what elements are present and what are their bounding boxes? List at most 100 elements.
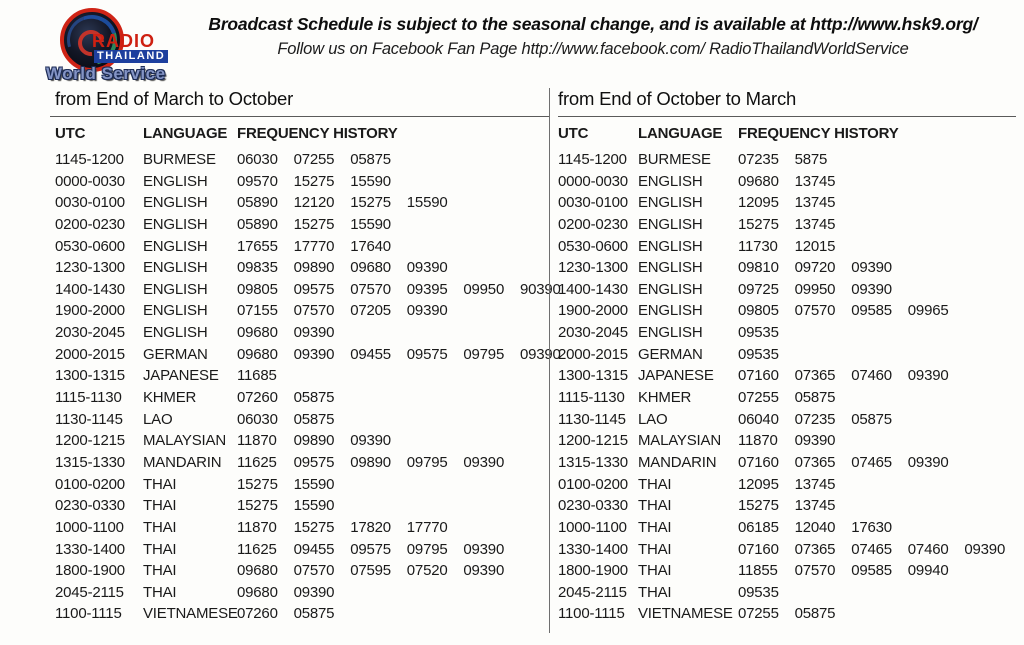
frequency-cell: 09535 [738, 345, 779, 363]
table-row: 2045-2115 THAI 09680 09390 [55, 582, 549, 604]
frequency-cell: 07365 [794, 367, 836, 385]
frequency-cell: 05875 [794, 389, 836, 407]
frequency-cell: 05875 [293, 389, 335, 407]
frequency-cell: 09390 [293, 324, 335, 342]
table-row: 1115-1130 KHMER 07255 05875 [558, 387, 1024, 409]
frequency-cell: 09390 [851, 259, 892, 277]
frequency-cell: 09455 [350, 345, 391, 363]
table-row: 0030-0100 ENGLISH 05890 12120 15275 15590 [55, 192, 549, 214]
table-row: 1330-1400 THAI 11625 09455 09575 09795 09390 [55, 539, 549, 561]
utc-cell: 1000-1100 [55, 518, 124, 536]
utc-cell: 1230-1300 [558, 259, 628, 277]
utc-cell: 1000-1100 [558, 518, 627, 536]
schedule-october-to-march: from End of October to March UTC LANGUAG… [549, 88, 1024, 633]
frequency-cell: 17820 [350, 518, 391, 536]
utc-cell: 1800-1900 [55, 562, 125, 580]
frequency-cell: 09890 [293, 259, 335, 277]
frequency-cell: 09390 [406, 259, 448, 277]
table-row: 2000-2015 GERMAN 09535 [558, 344, 1024, 366]
frequency-cell: 09390 [463, 540, 505, 558]
frequency-cell: 13745 [794, 194, 836, 212]
frequency-cell: 13745 [794, 497, 836, 515]
language-cell: GERMAN [638, 345, 703, 363]
column-header-language: LANGUAGE [143, 125, 228, 142]
table-row: 1145-1200 BURMESE 06030 07255 05875 [55, 149, 549, 171]
language-cell: THAI [143, 475, 177, 493]
frequency-cell: 11730 [738, 237, 778, 255]
language-cell: ENGLISH [143, 194, 208, 212]
frequency-cell: 11870 [738, 432, 778, 450]
table-row: 1330-1400 THAI 07160 07365 07465 07460 09390 [558, 539, 1024, 561]
frequency-cell: 15275 [738, 497, 779, 515]
utc-cell: 1145-1200 [558, 151, 627, 168]
table-row: 2030-2045 ENGLISH 09535 [558, 322, 1024, 344]
utc-cell: 1900-2000 [558, 302, 628, 320]
frequency-cell: 17770 [293, 237, 335, 255]
frequency-cell: 09390 [794, 432, 836, 450]
table-header-row: UTC LANGUAGE FREQUENCY HISTORY [55, 117, 549, 148]
frequency-cell: 09390 [463, 562, 505, 580]
frequency-cell: 09680 [237, 345, 278, 363]
frequency-cell: 15590 [406, 194, 448, 212]
frequency-cell: 09390 [293, 583, 335, 601]
utc-cell: 0530-0600 [558, 237, 628, 255]
language-cell: THAI [638, 562, 672, 580]
table-row: 0200-0230 ENGLISH 05890 15275 15590 [55, 214, 549, 236]
column-header-frequency-history: FREQUENCY HISTORY [738, 125, 899, 142]
frequency-cell: 07570 [794, 562, 836, 580]
frequency-cell: 09455 [293, 540, 335, 558]
frequency-cell: 06030 [237, 410, 278, 428]
season-title: from End of October to March [558, 88, 797, 109]
frequency-cell: 07235 [738, 151, 779, 168]
table-row: 1115-1130 KHMER 07260 05875 [55, 387, 549, 409]
table-body: 1145-1200 BURMESE 07235 5875 0000-0030 ENGLIS… [558, 149, 1024, 625]
frequency-cell: 15590 [350, 215, 391, 233]
frequency-cell: 17655 [237, 237, 278, 255]
facebook-line: Follow us on Facebook Fan Page http://ww… [277, 40, 909, 58]
utc-cell: 0100-0200 [55, 475, 125, 493]
frequency-cell: 09570 [237, 172, 278, 190]
language-cell: ENGLISH [638, 172, 703, 190]
frequency-cell: 12120 [293, 194, 335, 212]
column-header-utc: UTC [558, 125, 589, 142]
frequency-cell: 07155 [237, 302, 278, 320]
frequency-cell: 11855 [738, 562, 778, 580]
table-body: 1145-1200 BURMESE 06030 07255 05875 0000-0030… [55, 149, 561, 625]
frequency-cell: 06040 [738, 410, 779, 428]
frequency-cell: 12040 [794, 518, 836, 536]
table-row: 1230-1300 ENGLISH 09835 09890 09680 09390 [55, 257, 549, 279]
frequency-cell: 09585 [851, 562, 892, 580]
utc-cell: 2045-2115 [55, 583, 124, 601]
table-row: 1900-2000 ENGLISH 09805 07570 09585 09965 [558, 300, 1024, 322]
language-cell: ENGLISH [143, 324, 208, 342]
utc-cell: 1130-1145 [55, 410, 123, 428]
language-cell: VIETNAMESE [143, 605, 238, 623]
frequency-cell: 15275 [293, 172, 335, 190]
language-cell: MALAYSIAN [638, 432, 721, 450]
utc-cell: 2000-2015 [55, 345, 125, 363]
utc-cell: 0030-0100 [558, 194, 628, 212]
utc-cell: 1130-1145 [558, 410, 626, 428]
language-cell: THAI [638, 540, 672, 558]
utc-cell: 1400-1430 [55, 280, 125, 298]
utc-cell: 1300-1315 [558, 367, 628, 385]
frequency-cell: 09680 [237, 562, 278, 580]
column-header-language: LANGUAGE [638, 125, 723, 142]
logo-radio-text: RADIO [92, 31, 155, 51]
language-cell: MALAYSIAN [143, 432, 226, 450]
table-row: 1400-1430 ENGLISH 09725 09950 09390 [558, 279, 1024, 301]
frequency-cell: 13745 [794, 475, 836, 493]
table-row: 1200-1215 MALAYSIAN 11870 09890 09390 [55, 430, 549, 452]
table-row: 1800-1900 THAI 09680 07570 07595 07520 09390 [55, 560, 549, 582]
language-cell: BURMESE [638, 151, 711, 168]
frequency-cell: 17630 [851, 518, 892, 536]
table-row: 1100-1115 VIETNAMESE 07260 05875 [55, 603, 549, 625]
frequency-cell: 07520 [406, 562, 448, 580]
frequency-cell: 07365 [794, 453, 836, 471]
table-row: 1130-1145 LAO 06030 05875 [55, 409, 549, 431]
language-cell: THAI [638, 518, 672, 536]
frequency-cell: 09890 [293, 432, 335, 450]
masthead: RADIO THAILAND World Service Broadcast S… [0, 0, 1024, 88]
language-cell: ENGLISH [638, 259, 703, 277]
utc-cell: 0530-0600 [55, 237, 125, 255]
